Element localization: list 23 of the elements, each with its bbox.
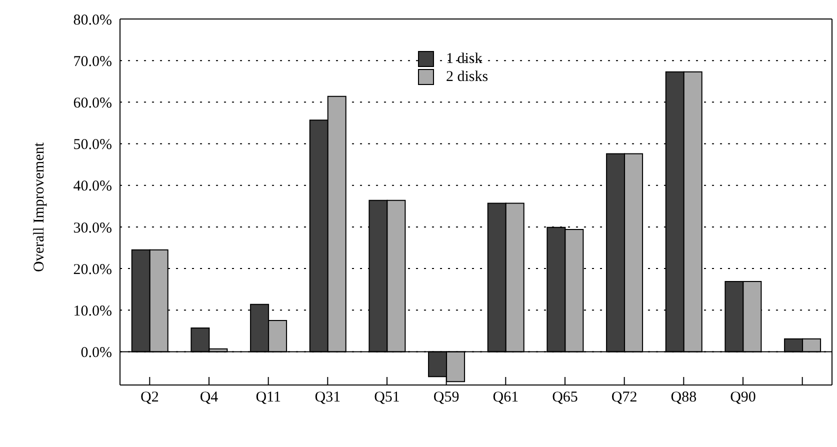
x-tick-label: Q88 <box>670 390 697 406</box>
x-tick-label: Q72 <box>611 390 638 406</box>
y-tick-label: 10.0% <box>73 303 112 320</box>
y-tick-label: 70.0% <box>73 54 112 70</box>
x-tick-label: Q90 <box>730 390 756 406</box>
y-tick-label: 60.0% <box>73 96 112 112</box>
legend-label: 1 disk <box>446 50 482 68</box>
x-tick-label: Q61 <box>492 390 519 406</box>
y-tick-label: 80.0% <box>73 12 112 28</box>
y-tick-label: 0.0% <box>80 345 112 362</box>
y-tick-label: 40.0% <box>73 178 112 195</box>
x-tick-label: Q59 <box>433 390 460 406</box>
x-tick-label: Q11 <box>256 390 281 406</box>
x-tick-label: Q2 <box>140 390 159 406</box>
x-tick-label: Q51 <box>374 390 400 406</box>
y-axis-title: Overall Improvement <box>31 142 48 272</box>
y-tick-label: 50.0% <box>73 137 112 154</box>
x-tick-label: Q31 <box>314 390 341 406</box>
x-tick-label: Q65 <box>552 390 578 406</box>
x-tick-label: Q4 <box>200 390 219 406</box>
legend-label: 2 disks <box>446 68 488 86</box>
y-tick-label: 20.0% <box>73 262 112 278</box>
y-tick-label: 30.0% <box>73 220 112 236</box>
